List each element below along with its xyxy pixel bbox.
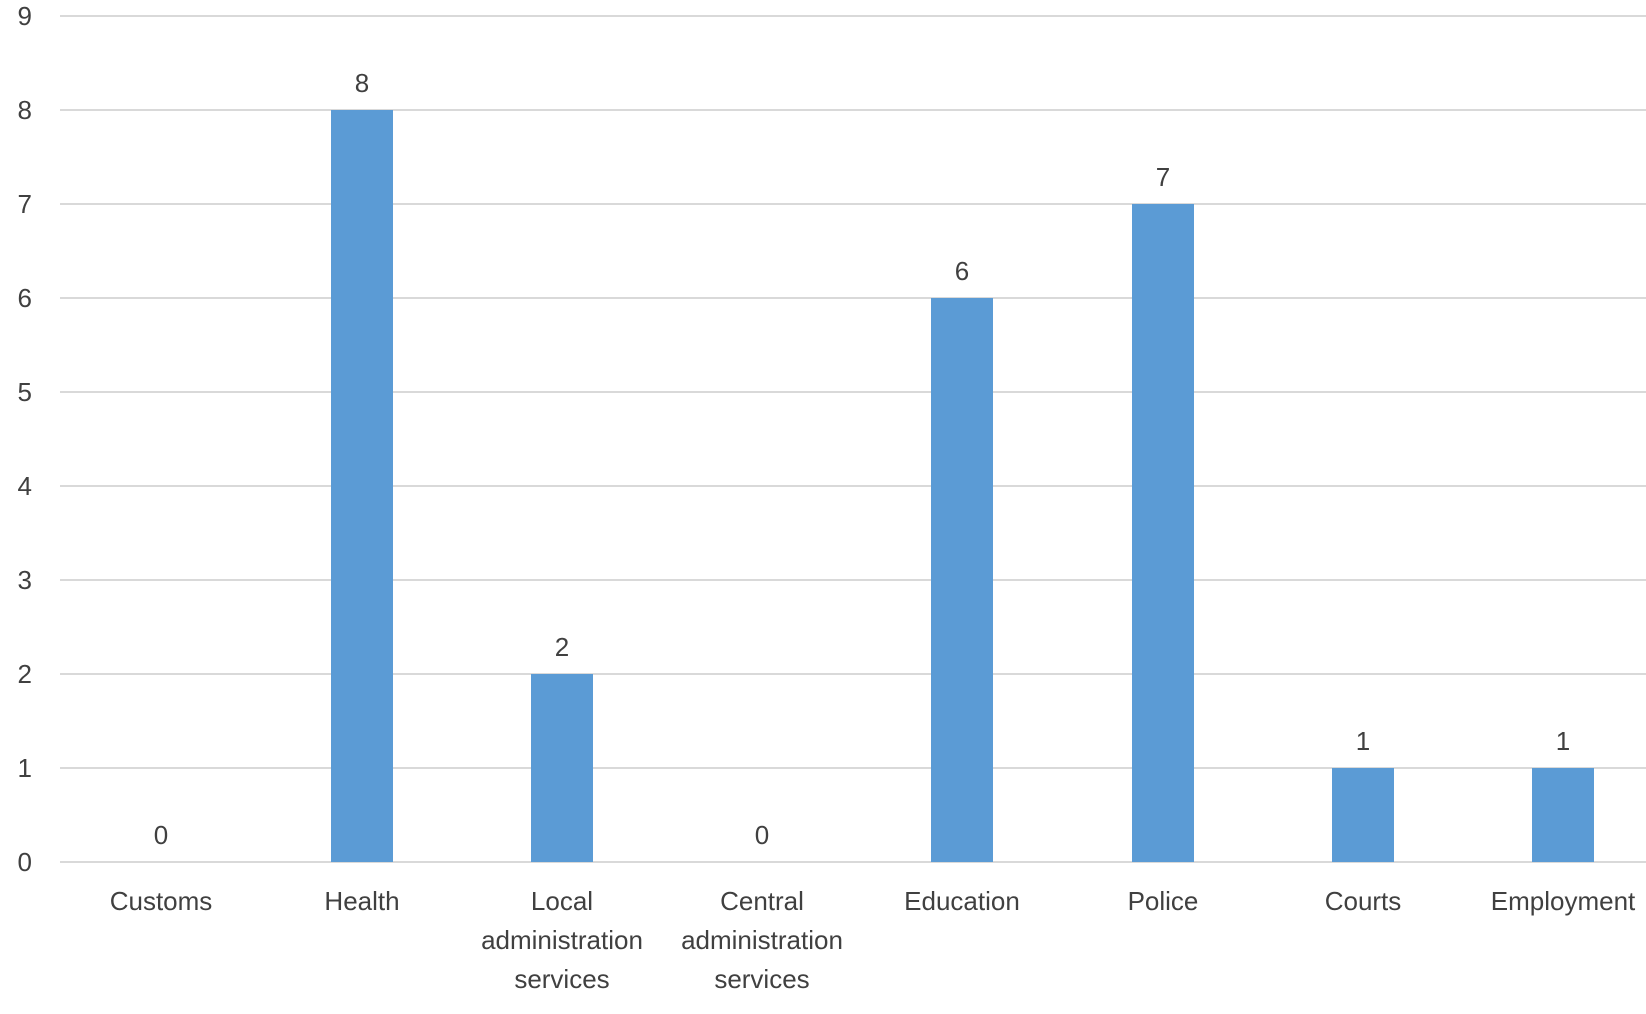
x-category-label: Central administration services bbox=[681, 886, 843, 994]
y-tick-label: 8 bbox=[18, 95, 32, 125]
y-tick-label: 5 bbox=[18, 377, 32, 407]
data-label: 0 bbox=[154, 820, 168, 850]
data-labels: 0 8 2 0 6 7 1 1 bbox=[154, 68, 1570, 850]
data-label: 1 bbox=[1356, 726, 1370, 756]
y-tick-label: 0 bbox=[18, 847, 32, 877]
y-tick-label: 9 bbox=[18, 1, 32, 31]
data-label: 0 bbox=[755, 820, 769, 850]
y-tick-label: 7 bbox=[18, 189, 32, 219]
bar-local-administration-services bbox=[531, 674, 593, 862]
gridlines bbox=[60, 15, 1646, 863]
data-label: 2 bbox=[555, 632, 569, 662]
data-label: 6 bbox=[955, 256, 969, 286]
y-tick-label: 2 bbox=[18, 659, 32, 689]
bar-education bbox=[931, 298, 993, 862]
x-category-label: Customs bbox=[110, 886, 213, 916]
y-tick-label: 6 bbox=[18, 283, 32, 313]
x-category-label: Employment bbox=[1491, 886, 1636, 916]
data-label: 7 bbox=[1156, 162, 1170, 192]
x-category-label: Local administration services bbox=[481, 886, 643, 994]
x-axis-category-labels: Customs Health Local administration services… bbox=[110, 886, 1636, 994]
bar-courts bbox=[1332, 768, 1394, 862]
bar-police bbox=[1132, 204, 1194, 862]
bar-health bbox=[331, 110, 393, 862]
x-category-label: Police bbox=[1128, 886, 1199, 916]
y-tick-label: 3 bbox=[18, 565, 32, 595]
y-axis-tick-labels: 0 1 2 3 4 5 6 7 8 9 bbox=[18, 1, 32, 877]
data-label: 8 bbox=[355, 68, 369, 98]
x-category-label: Education bbox=[904, 886, 1020, 916]
bars bbox=[331, 110, 1594, 862]
y-tick-label: 1 bbox=[18, 753, 32, 783]
x-category-label: Health bbox=[324, 886, 399, 916]
data-label: 1 bbox=[1556, 726, 1570, 756]
bar-employment bbox=[1532, 768, 1594, 862]
x-category-label: Courts bbox=[1325, 886, 1402, 916]
y-tick-label: 4 bbox=[18, 471, 32, 501]
